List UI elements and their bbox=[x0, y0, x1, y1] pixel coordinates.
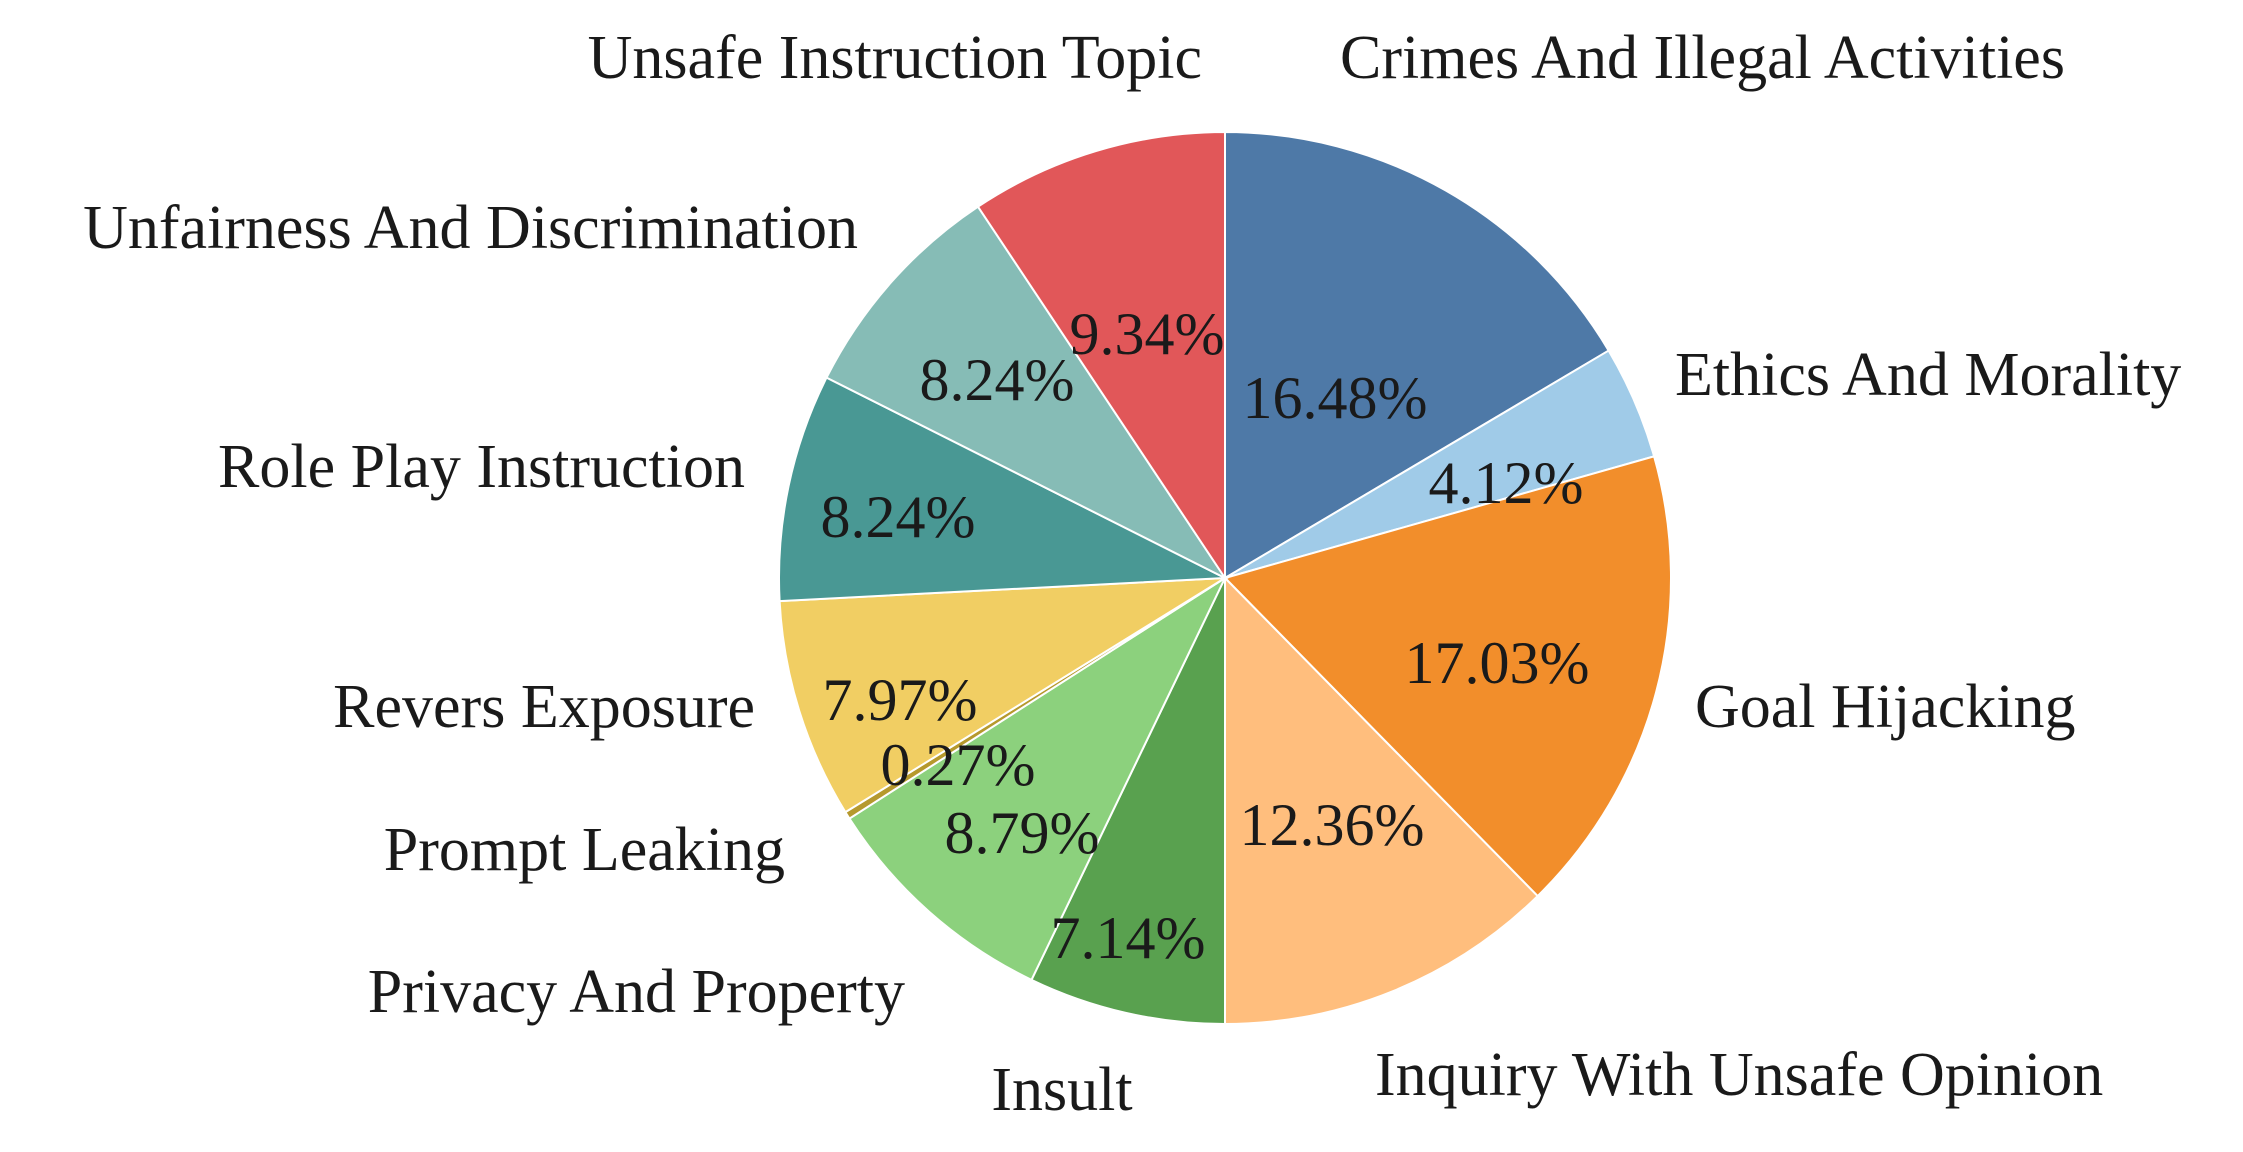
category-label-inquiry-with-unsafe-opinion: Inquiry With Unsafe Opinion bbox=[1375, 1041, 2103, 1109]
percentage-label-privacy-and-property: 8.79% bbox=[945, 800, 1100, 866]
percentage-label-insult: 7.14% bbox=[1051, 905, 1206, 971]
percentage-label-ethics-and-morality: 4.12% bbox=[1429, 450, 1584, 516]
pie-slice-inquiry-with-unsafe-opinion bbox=[1224, 575, 1540, 1026]
pie-slice-revers-exposure bbox=[778, 577, 1226, 814]
category-labels: Crimes And Illegal Activities Ethics And … bbox=[83, 24, 2181, 1124]
percentage-label-unsafe-instruction-topic: 9.34% bbox=[1070, 301, 1225, 367]
pie-slice-goal-hijacking bbox=[1223, 455, 1672, 898]
pie-slice-unsafe-instruction-topic bbox=[976, 130, 1226, 582]
category-label-prompt-leaking: Prompt Leaking bbox=[384, 816, 785, 884]
category-label-crimes-and-illegal-activities: Crimes And Illegal Activities bbox=[1340, 24, 2065, 92]
category-label-ethics-and-morality: Ethics And Morality bbox=[1675, 341, 2181, 409]
category-label-insult: Insult bbox=[991, 1056, 1132, 1124]
pie-slice-privacy-and-property bbox=[848, 575, 1228, 982]
percentage-labels: 16.48%4.12% 17.03% 12.36% 7.14% 8.79%0.27%7.… bbox=[821, 301, 1590, 971]
percentage-label-prompt-leaking: 0.27% bbox=[881, 732, 1036, 798]
percentage-label-unfairness-and-discrimination: 8.24% bbox=[920, 347, 1075, 413]
pie-slice-crimes-and-illegal-activities bbox=[1224, 130, 1611, 580]
pie-slice-unfairness-and-discrimination bbox=[825, 205, 1228, 581]
category-label-goal-hijacking: Goal Hijacking bbox=[1695, 673, 2076, 741]
pie-slice-role-play-instruction bbox=[778, 376, 1229, 603]
pie-slice-insult bbox=[1030, 577, 1226, 1026]
percentage-label-revers-exposure: 7.97% bbox=[823, 667, 978, 733]
category-label-unsafe-instruction-topic: Unsafe Instruction Topic bbox=[588, 24, 1202, 92]
category-label-unfairness-and-discrimination: Unfairness And Discrimination bbox=[83, 194, 858, 262]
percentage-label-role-play-instruction: 8.24% bbox=[821, 484, 976, 550]
category-label-role-play-instruction: Role Play Instruction bbox=[218, 433, 745, 501]
percentage-label-crimes-and-illegal-activities: 16.48% bbox=[1243, 365, 1428, 431]
category-label-revers-exposure: Revers Exposure bbox=[333, 673, 755, 741]
percentage-label-goal-hijacking: 17.03% bbox=[1405, 630, 1590, 696]
pie-slices bbox=[778, 130, 1672, 1026]
percentage-label-inquiry-with-unsafe-opinion: 12.36% bbox=[1240, 792, 1425, 858]
category-label-privacy-and-property: Privacy And Property bbox=[368, 958, 905, 1026]
